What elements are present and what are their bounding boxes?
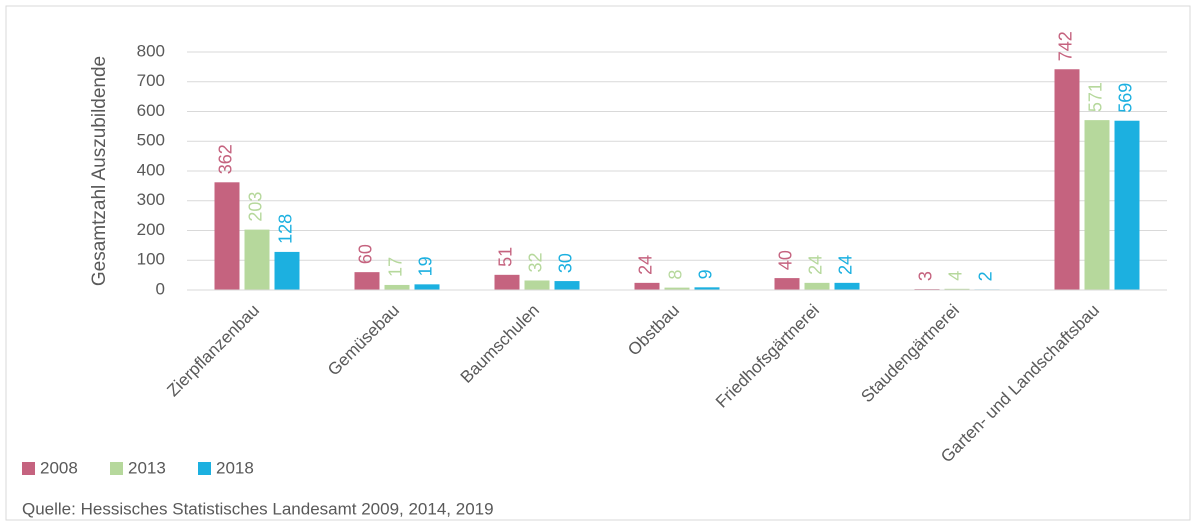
bar — [414, 284, 440, 290]
legend-label: 2008 — [40, 458, 78, 477]
data-label: 2 — [976, 271, 996, 281]
bar — [804, 282, 830, 290]
chart-frame — [5, 5, 1191, 521]
y-tick-label: 400 — [137, 160, 165, 179]
y-tick-label: 100 — [137, 250, 165, 269]
legend-swatch — [198, 462, 211, 475]
bar — [384, 284, 410, 290]
bar — [774, 278, 800, 290]
bar — [524, 280, 550, 290]
data-label: 203 — [246, 192, 266, 222]
bar — [944, 288, 970, 290]
y-tick-label: 800 — [137, 41, 165, 60]
y-axis-title: Gesamtzahl Auszubildende — [89, 56, 110, 286]
bar — [664, 287, 690, 290]
data-label: 128 — [276, 214, 296, 244]
bar — [834, 282, 860, 290]
y-tick-label: 0 — [156, 279, 165, 298]
bar — [1084, 120, 1110, 290]
bar — [694, 287, 720, 290]
y-tick-label: 500 — [137, 131, 165, 150]
y-tick-label: 700 — [137, 71, 165, 90]
data-label: 3 — [916, 271, 936, 281]
bar — [1054, 69, 1080, 290]
bar — [494, 274, 520, 290]
legend-swatch — [110, 462, 123, 475]
data-label: 8 — [666, 270, 686, 280]
data-label: 24 — [636, 255, 656, 275]
data-label: 51 — [496, 247, 516, 267]
y-tick-label: 600 — [137, 101, 165, 120]
bar — [634, 282, 660, 290]
data-label: 40 — [776, 250, 796, 270]
bar — [214, 182, 240, 290]
legend-label: 2013 — [128, 458, 166, 477]
y-tick-label: 200 — [137, 220, 165, 239]
data-label: 19 — [416, 256, 436, 276]
data-label: 24 — [806, 255, 826, 275]
legend-label: 2018 — [216, 458, 254, 477]
data-label: 569 — [1116, 83, 1136, 113]
bar — [1114, 120, 1140, 290]
bar — [274, 251, 300, 290]
data-label: 9 — [696, 269, 716, 279]
legend-swatch — [22, 462, 35, 475]
data-label: 4 — [946, 271, 966, 281]
data-label: 571 — [1086, 82, 1106, 112]
data-label: 17 — [386, 257, 406, 277]
data-label: 362 — [216, 144, 236, 174]
data-label: 24 — [836, 255, 856, 275]
bar — [354, 272, 380, 290]
data-label: 32 — [526, 252, 546, 272]
source-note: Quelle: Hessisches Statistisches Landesa… — [22, 499, 494, 518]
bar — [244, 229, 270, 290]
bar — [554, 281, 580, 290]
y-tick-label: 300 — [137, 190, 165, 209]
data-label: 30 — [556, 253, 576, 273]
data-label: 60 — [356, 244, 376, 264]
data-label: 742 — [1056, 31, 1076, 61]
